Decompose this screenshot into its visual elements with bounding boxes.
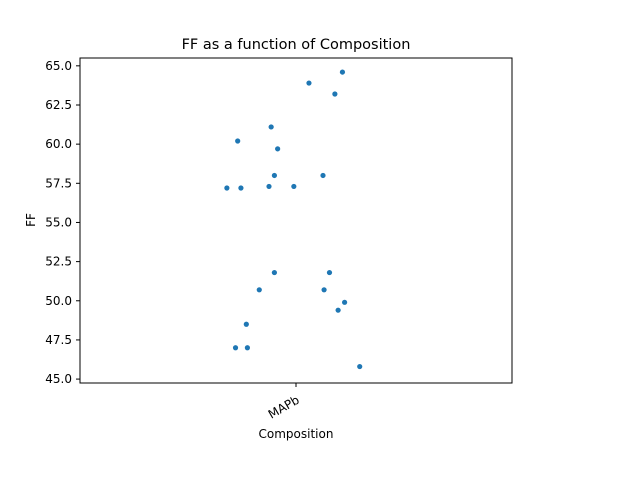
y-tick-label: 65.0: [45, 59, 72, 73]
data-point: [275, 146, 281, 152]
data-point: [244, 345, 250, 351]
y-tick-label: 62.5: [45, 98, 72, 112]
data-point: [232, 345, 239, 351]
data-point: [339, 69, 346, 75]
data-point: [268, 124, 274, 130]
y-tick-label: 52.5: [45, 255, 72, 269]
x-axis: MAPb: [266, 383, 302, 422]
data-point: [357, 363, 363, 370]
y-tick-label: 60.0: [45, 137, 72, 151]
data-point: [271, 269, 277, 276]
data-points: [224, 69, 363, 370]
data-point: [326, 269, 333, 276]
data-point: [238, 185, 244, 191]
y-tick-label: 55.0: [45, 215, 72, 229]
y-tick-label: 47.5: [45, 333, 72, 347]
y-axis-label: FF: [24, 213, 38, 227]
y-axis: 45.0 47.5 50.0 52.5 55.0 57.5 60.0 62.5 65.0: [45, 59, 80, 386]
chart-title: FF as a function of Composition: [182, 37, 411, 53]
data-point: [266, 183, 272, 190]
y-tick-label: 57.5: [45, 176, 72, 190]
y-tick-label: 45.0: [45, 372, 72, 386]
data-point: [320, 172, 326, 179]
data-point: [271, 172, 277, 179]
data-point: [235, 138, 241, 144]
data-point: [243, 321, 249, 327]
data-point: [306, 80, 312, 86]
data-point: [291, 183, 297, 190]
x-axis-label: Composition: [259, 427, 334, 441]
plot-frame: [79, 57, 513, 384]
data-point: [321, 287, 327, 293]
data-point: [332, 91, 338, 97]
data-point: [335, 307, 341, 313]
data-point: [224, 185, 230, 191]
y-tick-label: 50.0: [45, 294, 72, 308]
data-point: [342, 299, 348, 305]
x-tick-label: MAPb: [266, 393, 302, 422]
data-point: [256, 287, 262, 293]
